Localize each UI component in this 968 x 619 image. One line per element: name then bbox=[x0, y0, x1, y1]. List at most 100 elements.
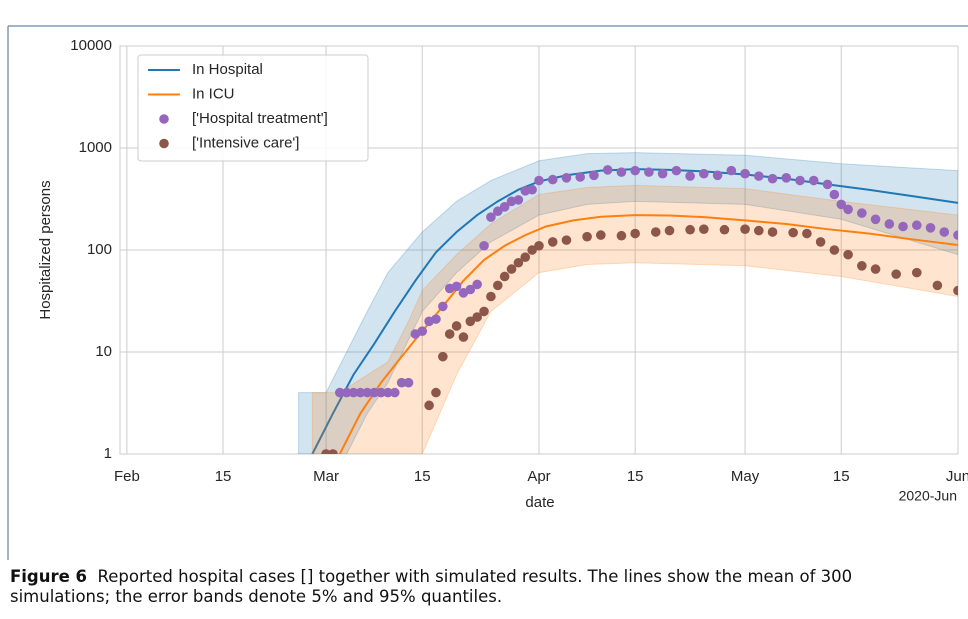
caption-label: Figure 6 bbox=[10, 567, 88, 586]
data-point bbox=[575, 172, 586, 182]
data-point bbox=[479, 306, 489, 317]
data-point bbox=[547, 237, 558, 247]
data-point bbox=[403, 377, 414, 388]
data-point bbox=[465, 316, 476, 327]
data-point bbox=[829, 189, 840, 200]
data-point bbox=[712, 170, 723, 181]
data-point bbox=[451, 281, 462, 292]
data-point bbox=[795, 175, 805, 186]
data-point bbox=[438, 301, 448, 312]
data-point bbox=[492, 280, 503, 291]
data-point bbox=[843, 204, 853, 215]
data-point bbox=[650, 227, 661, 237]
axes: 1 10 100 1000 10000 Feb 15 Mar 15 Apr 15 May 15 Jun bbox=[70, 37, 968, 485]
data-point bbox=[699, 224, 709, 234]
data-point bbox=[465, 284, 476, 295]
mean-line bbox=[338, 214, 958, 454]
data-point bbox=[815, 237, 826, 247]
data-point bbox=[561, 235, 572, 245]
legend-label: ['Hospital treatment'] bbox=[192, 110, 328, 127]
data-point bbox=[582, 231, 592, 242]
data-point bbox=[616, 230, 627, 241]
data-point bbox=[602, 165, 613, 175]
y-tick-label: 10 bbox=[95, 343, 112, 360]
x-tick-label: 15 bbox=[215, 468, 232, 485]
data-point bbox=[685, 224, 695, 235]
data-point bbox=[417, 326, 428, 336]
x-tick-label: May bbox=[731, 468, 760, 485]
data-point bbox=[808, 175, 819, 186]
y-tick-label: 10000 bbox=[70, 37, 112, 54]
data-point bbox=[431, 314, 441, 324]
data-point bbox=[499, 271, 510, 282]
data-point bbox=[767, 173, 778, 184]
caption: Figure 6 Reported hospital cases [] toge… bbox=[10, 567, 945, 607]
x-tick-label: 15 bbox=[414, 468, 431, 485]
data-point bbox=[836, 199, 847, 210]
data-point bbox=[925, 223, 936, 233]
x-axis-label: date bbox=[525, 494, 554, 511]
data-point bbox=[499, 202, 510, 212]
data-point bbox=[396, 377, 407, 388]
x-tick-label: 15 bbox=[627, 468, 644, 485]
data-point bbox=[740, 168, 750, 179]
data-point bbox=[348, 387, 359, 398]
data-point bbox=[754, 225, 764, 236]
data-point bbox=[699, 168, 709, 179]
data-point bbox=[657, 168, 668, 179]
data-point bbox=[362, 387, 373, 398]
data-point bbox=[953, 230, 958, 240]
data-point bbox=[376, 387, 386, 398]
data-point bbox=[527, 245, 537, 255]
x-tick-label: 15 bbox=[833, 468, 850, 485]
data-point bbox=[534, 240, 544, 251]
data-point bbox=[891, 269, 901, 279]
data-point bbox=[754, 171, 764, 181]
data-point bbox=[335, 387, 345, 398]
data-point bbox=[788, 227, 798, 238]
y-tick-label: 100 bbox=[87, 241, 112, 258]
x-tick-label: Apr bbox=[527, 468, 550, 485]
data-point bbox=[472, 312, 482, 322]
x-tick-label: Feb bbox=[114, 468, 140, 485]
error-band bbox=[311, 184, 958, 454]
data-point bbox=[898, 221, 908, 232]
data-point bbox=[527, 184, 537, 195]
chart: 1 10 100 1000 10000 Feb 15 Mar 15 Apr 15 May 15 Jun d… bbox=[7, 25, 968, 560]
legend-swatch bbox=[159, 138, 169, 149]
data-point bbox=[486, 212, 496, 222]
data-point bbox=[857, 261, 867, 271]
data-point bbox=[939, 227, 950, 237]
data-point bbox=[383, 387, 393, 398]
data-point bbox=[829, 245, 840, 255]
data-point bbox=[870, 214, 881, 225]
data-point bbox=[561, 173, 572, 183]
data-point bbox=[843, 249, 853, 260]
data-point bbox=[664, 225, 675, 236]
data-point bbox=[911, 267, 922, 278]
x-tick-label: Mar bbox=[313, 468, 339, 485]
x-offset-label: 2020-Jun bbox=[899, 488, 957, 504]
marks bbox=[298, 152, 958, 454]
data-point bbox=[444, 329, 455, 339]
y-tick-label: 1 bbox=[104, 445, 112, 462]
x-tick-label: Jun bbox=[946, 468, 968, 485]
data-point bbox=[451, 321, 462, 331]
data-point bbox=[589, 170, 599, 181]
data-point bbox=[458, 332, 469, 342]
legend-label: In Hospital bbox=[192, 61, 263, 78]
data-point bbox=[520, 252, 531, 262]
data-point bbox=[389, 387, 400, 398]
data-point bbox=[671, 165, 682, 176]
data-point bbox=[534, 175, 544, 186]
data-point bbox=[953, 285, 958, 296]
data-point bbox=[547, 174, 558, 185]
legend-box bbox=[137, 54, 369, 162]
data-point bbox=[644, 167, 654, 177]
data-point bbox=[719, 224, 730, 235]
data-point bbox=[884, 219, 895, 229]
data-point bbox=[630, 165, 640, 176]
data-point bbox=[513, 195, 524, 205]
data-point bbox=[870, 264, 881, 274]
